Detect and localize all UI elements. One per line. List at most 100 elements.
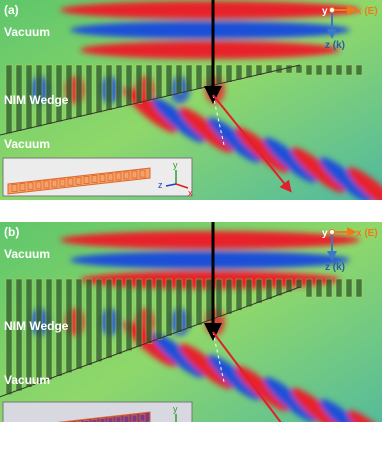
axis-label: x (E) bbox=[356, 6, 378, 17]
axis-label: z (k) bbox=[325, 262, 345, 273]
wedge-edge bbox=[0, 286, 301, 398]
inset-cell bbox=[12, 429, 17, 436]
inset-axis-label: y bbox=[173, 160, 178, 170]
field-pattern bbox=[30, 231, 382, 422]
inset-cell bbox=[99, 174, 106, 183]
wedge-cell bbox=[95, 278, 103, 362]
wedge-cell bbox=[265, 278, 273, 300]
wave-stripe bbox=[319, 399, 373, 422]
wedge-cell bbox=[275, 278, 283, 297]
axis-origin bbox=[329, 7, 335, 13]
wedge-cell bbox=[355, 278, 363, 298]
wedge-cell bbox=[345, 278, 353, 298]
inset: zy x bbox=[2, 157, 193, 198]
inset-cell bbox=[35, 181, 42, 190]
normal-line bbox=[212, 94, 225, 146]
wave-stripe bbox=[151, 332, 205, 378]
inset-cell bbox=[67, 177, 74, 186]
normal-line bbox=[212, 331, 225, 383]
wedge-cell bbox=[325, 64, 333, 76]
wedge-cell bbox=[255, 64, 263, 76]
wedge-cell bbox=[25, 278, 33, 388]
wedge-cell bbox=[75, 64, 83, 118]
wedge-cell bbox=[325, 278, 333, 298]
wedge-cell bbox=[235, 278, 243, 311]
inset-cell bbox=[139, 169, 146, 178]
wedge-cell bbox=[15, 64, 23, 132]
inset-cell bbox=[131, 170, 138, 179]
wedge-cell bbox=[35, 64, 43, 127]
refracted-arrow bbox=[212, 94, 292, 193]
wave-stripe bbox=[207, 354, 261, 401]
inset-axis-label: x bbox=[188, 432, 193, 442]
inset-cell bbox=[11, 184, 18, 192]
inset: zy x bbox=[2, 401, 193, 442]
inset-cell bbox=[115, 172, 122, 181]
wedge-cell bbox=[45, 278, 53, 381]
inset-cell bbox=[139, 413, 146, 422]
region-label: Vacuum bbox=[4, 25, 50, 39]
wedge-cell bbox=[125, 278, 133, 351]
wedge-cell bbox=[135, 278, 143, 348]
wedge-cell bbox=[215, 64, 223, 85]
inset-axis bbox=[175, 183, 189, 189]
inset-cell bbox=[107, 173, 114, 182]
wedge-cell bbox=[65, 278, 73, 373]
wave-band bbox=[60, 1, 360, 19]
wedge-cell bbox=[85, 64, 93, 116]
inset-cell bbox=[83, 420, 90, 422]
inset-axis bbox=[176, 428, 188, 432]
wedge-cell bbox=[95, 64, 103, 113]
wedge-cell bbox=[315, 64, 323, 76]
wedge-cell bbox=[25, 64, 33, 130]
wave-stripe bbox=[179, 107, 233, 153]
wedge-cell bbox=[145, 278, 153, 344]
wedge-cell bbox=[245, 64, 253, 78]
inset-cell bbox=[60, 423, 65, 430]
wedge-cell bbox=[285, 278, 293, 293]
wedge-cell bbox=[145, 64, 153, 102]
wedge-cell bbox=[75, 278, 83, 370]
wedge-cell bbox=[155, 278, 163, 340]
wedge-cell bbox=[65, 64, 73, 120]
inset-axis-label: z bbox=[158, 180, 163, 190]
axis-label: y bbox=[322, 6, 328, 17]
wedge-cell bbox=[195, 278, 203, 326]
inset-cell bbox=[91, 175, 98, 183]
wave-stripe bbox=[347, 410, 382, 422]
region-label: Vacuum bbox=[4, 373, 50, 387]
wedge-cell bbox=[205, 64, 213, 88]
wedge-cell bbox=[15, 278, 23, 392]
wedge-cell bbox=[215, 278, 223, 319]
region-label: NIM Wedge bbox=[4, 93, 69, 107]
wave-stripe bbox=[319, 157, 373, 200]
wedge-cell bbox=[115, 64, 123, 109]
axis-label: x (E) bbox=[356, 228, 378, 239]
region-label: Vacuum bbox=[4, 247, 50, 261]
inset-cell bbox=[43, 180, 50, 189]
wedge-cell bbox=[225, 64, 233, 83]
wave-band bbox=[60, 231, 360, 249]
wave-stripe bbox=[235, 365, 289, 412]
wedge-cell bbox=[335, 64, 343, 76]
inset-axis bbox=[165, 183, 177, 187]
wave-stripe bbox=[263, 137, 317, 183]
inset-axis-label: z bbox=[158, 424, 163, 434]
inset-cell bbox=[19, 183, 26, 192]
wedge-cell bbox=[305, 278, 313, 298]
wedge-cell bbox=[185, 278, 193, 329]
wedge-cell bbox=[175, 64, 183, 95]
inset-cell bbox=[67, 421, 74, 422]
wave-band bbox=[70, 21, 350, 39]
inset-cell bbox=[123, 415, 130, 422]
axis-origin bbox=[329, 229, 335, 235]
wedge-cell bbox=[135, 64, 143, 104]
wave-stripe bbox=[347, 167, 382, 200]
wave-stripe bbox=[263, 376, 317, 422]
wedge-cell bbox=[105, 278, 113, 359]
wave-band bbox=[80, 41, 340, 59]
wedge-cell bbox=[345, 64, 353, 76]
region-label: NIM Wedge bbox=[4, 319, 69, 333]
